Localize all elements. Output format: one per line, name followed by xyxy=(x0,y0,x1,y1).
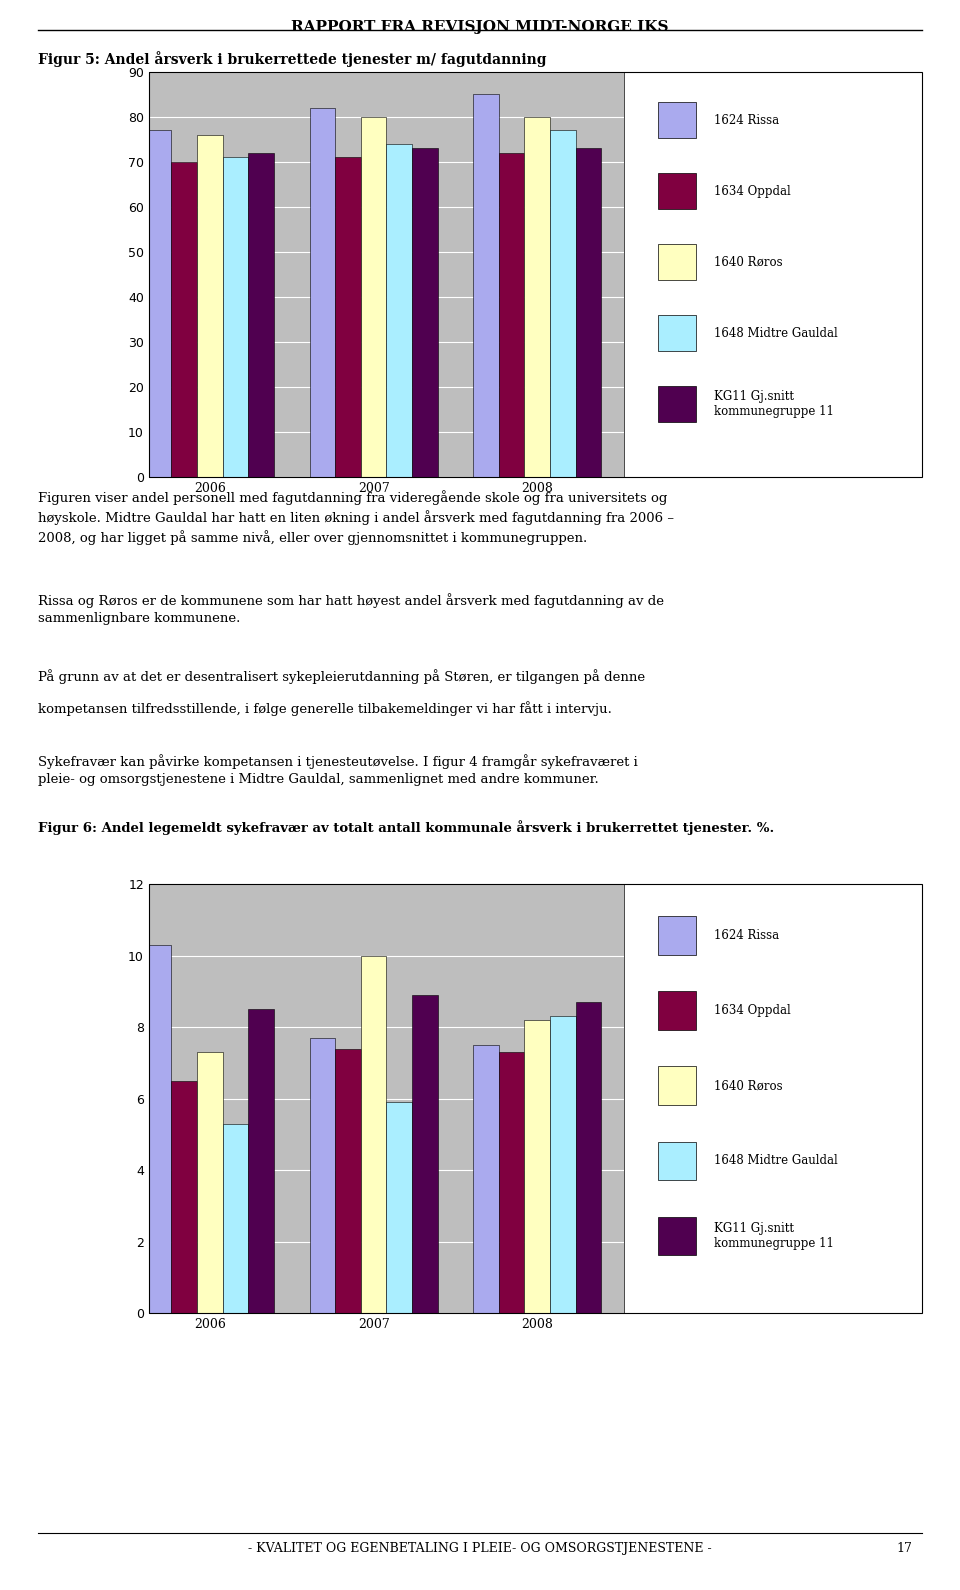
Bar xyxy=(659,916,696,956)
Text: 1648 Midtre Gauldal: 1648 Midtre Gauldal xyxy=(713,326,837,340)
Bar xyxy=(550,130,576,477)
Text: Rissa og Røros er de kommunene som har hatt høyest andel årsverk med fagutdannin: Rissa og Røros er de kommunene som har h… xyxy=(38,593,664,625)
Bar xyxy=(659,1067,696,1105)
Bar xyxy=(249,153,274,477)
Bar xyxy=(659,992,696,1030)
Bar xyxy=(309,1038,335,1313)
Bar xyxy=(524,1021,550,1313)
Text: kompetansen tilfredsstillende, i følge generelle tilbakemeldinger vi har fått i : kompetansen tilfredsstillende, i følge g… xyxy=(38,701,612,716)
Bar xyxy=(172,1081,197,1313)
Text: Figur 6: Andel legemeldt sykefravær av totalt antall kommunale årsverk i brukerr: Figur 6: Andel legemeldt sykefravær av t… xyxy=(38,820,775,835)
Text: - KVALITET OG EGENBETALING I PLEIE- OG OMSORGSTJENESTENE -: - KVALITET OG EGENBETALING I PLEIE- OG O… xyxy=(249,1542,711,1555)
Bar xyxy=(387,1102,412,1313)
Bar xyxy=(223,157,249,477)
Text: 1624 Rissa: 1624 Rissa xyxy=(713,929,779,941)
Bar xyxy=(576,148,601,477)
Bar xyxy=(659,315,696,351)
Bar xyxy=(659,173,696,210)
Text: På grunn av at det er desentralisert sykepleierutdanning på Støren, er tilgangen: På grunn av at det er desentralisert syk… xyxy=(38,669,645,684)
Bar xyxy=(146,130,172,477)
Bar xyxy=(387,143,412,477)
Bar xyxy=(550,1016,576,1313)
Bar xyxy=(197,135,223,477)
Bar xyxy=(172,162,197,477)
Bar xyxy=(473,94,499,477)
Bar xyxy=(412,148,438,477)
Text: 1640 Røros: 1640 Røros xyxy=(713,1080,782,1092)
Text: RAPPORT FRA REVISJON MIDT-NORGE IKS: RAPPORT FRA REVISJON MIDT-NORGE IKS xyxy=(291,21,669,33)
Bar xyxy=(249,1010,274,1313)
Bar xyxy=(659,1216,696,1256)
Bar xyxy=(659,243,696,280)
Bar xyxy=(146,944,172,1313)
Bar xyxy=(361,116,387,477)
Bar xyxy=(499,153,524,477)
Text: 1624 Rissa: 1624 Rissa xyxy=(713,114,779,127)
Text: Figuren viser andel personell med fagutdanning fra videregående skole og fra uni: Figuren viser andel personell med fagutd… xyxy=(38,490,674,545)
Bar xyxy=(335,1049,361,1313)
Text: 17: 17 xyxy=(896,1542,912,1555)
Bar xyxy=(576,1002,601,1313)
Text: 1634 Oppdal: 1634 Oppdal xyxy=(713,1005,790,1018)
Bar xyxy=(473,1045,499,1313)
Bar xyxy=(659,1142,696,1180)
Bar xyxy=(223,1124,249,1313)
Bar xyxy=(524,116,550,477)
Text: 1634 Oppdal: 1634 Oppdal xyxy=(713,184,790,197)
Text: 1648 Midtre Gauldal: 1648 Midtre Gauldal xyxy=(713,1154,837,1167)
Bar xyxy=(659,386,696,423)
Text: KG11 Gj.snitt
kommunegruppe 11: KG11 Gj.snitt kommunegruppe 11 xyxy=(713,1223,833,1250)
Bar xyxy=(309,108,335,477)
Text: KG11 Gj.snitt
kommunegruppe 11: KG11 Gj.snitt kommunegruppe 11 xyxy=(713,390,833,418)
Text: Figur 5: Andel årsverk i brukerrettede tjenester m/ fagutdanning: Figur 5: Andel årsverk i brukerrettede t… xyxy=(38,51,547,67)
Bar xyxy=(659,102,696,138)
Bar xyxy=(335,157,361,477)
Bar xyxy=(412,995,438,1313)
Text: Sykefravær kan påvirke kompetansen i tjenesteutøvelse. I figur 4 framgår sykefra: Sykefravær kan påvirke kompetansen i tje… xyxy=(38,754,638,785)
Bar xyxy=(499,1053,524,1313)
Bar xyxy=(361,956,387,1313)
Text: 1640 Røros: 1640 Røros xyxy=(713,256,782,269)
Bar xyxy=(197,1053,223,1313)
